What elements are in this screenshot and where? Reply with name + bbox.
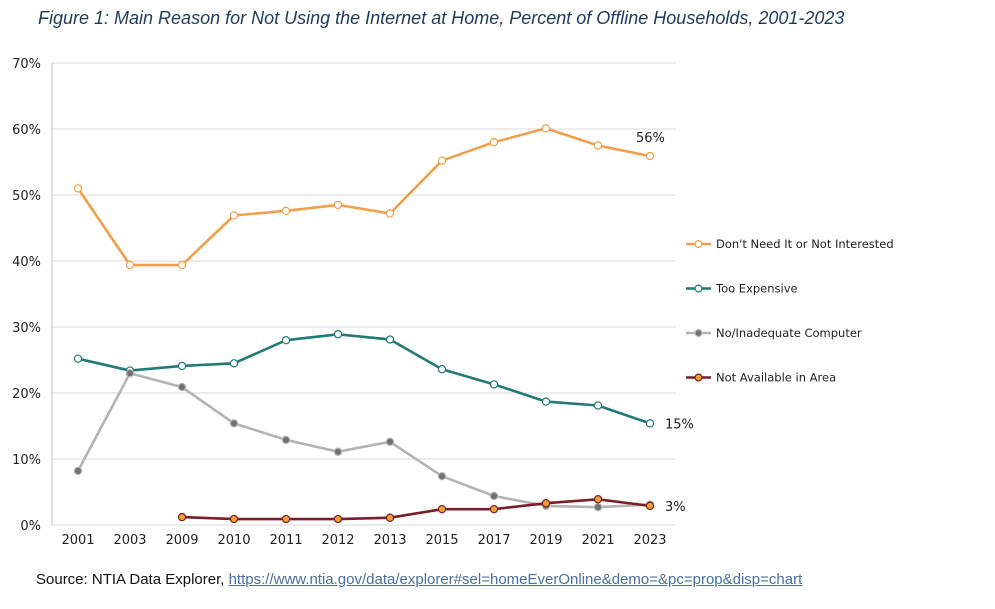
chart-title: Figure 1: Main Reason for Not Using the …: [38, 8, 845, 28]
data-labels: 56% 15% 3%: [636, 131, 694, 515]
legend-label: Not Available in Area: [716, 371, 836, 385]
x-tick-label: 2021: [581, 533, 614, 548]
x-tick-label: 2001: [61, 533, 94, 548]
data-point: [541, 499, 551, 508]
legend-swatch-marker: [694, 329, 703, 338]
data-point: [281, 336, 291, 345]
x-tick-label: 2019: [529, 533, 562, 548]
data-point: [645, 501, 655, 511]
source-note: Source: NTIA Data Explorer, https://www.…: [36, 571, 802, 588]
data-point: [541, 397, 551, 406]
data-point: [645, 151, 655, 161]
legend: Don't Need It or Not Interested Too Expen…: [686, 237, 894, 385]
data-point: [593, 502, 603, 512]
series-line: [77, 332, 651, 425]
data-point: [177, 260, 187, 270]
data-point: [437, 504, 447, 514]
y-tick-label: 40%: [12, 255, 41, 270]
data-point: [541, 124, 551, 133]
series-line: [181, 497, 651, 521]
data-point: [593, 495, 603, 504]
x-tick-label: 2023: [633, 533, 666, 548]
data-point: [437, 365, 447, 374]
x-tick-label: 2011: [269, 533, 302, 548]
x-tick-label: 2015: [425, 533, 458, 548]
data-point: [489, 137, 499, 147]
data-point: [437, 471, 447, 481]
y-tick-label: 20%: [12, 387, 41, 402]
data-point: [333, 514, 343, 524]
y-tick-label: 30%: [12, 321, 41, 336]
data-point: [385, 513, 395, 522]
y-tick-label: 60%: [12, 123, 41, 138]
legend-label: Too Expensive: [715, 282, 798, 296]
end-data-label: 3%: [665, 500, 686, 515]
y-tick-label: 0%: [20, 519, 41, 534]
legend-swatch-marker: [694, 240, 703, 249]
legend-swatch-marker: [694, 373, 703, 382]
legend-label: No/Inadequate Computer: [716, 326, 862, 340]
data-point: [593, 401, 603, 410]
data-point: [73, 466, 83, 476]
y-tick-label: 70%: [12, 57, 41, 72]
source-prefix: Source: NTIA Data Explorer,: [36, 571, 229, 588]
data-point: [489, 504, 499, 514]
data-point: [125, 369, 135, 378]
data-point: [73, 354, 83, 363]
x-axis-ticks: 2001 2003 2009 2010 2011 2012 2013 2015 2017 2019…: [61, 533, 666, 548]
data-point: [489, 380, 499, 389]
data-point: [73, 184, 83, 193]
data-point: [385, 335, 395, 344]
data-point: [229, 419, 239, 428]
data-point: [333, 200, 343, 210]
series-line: [76, 371, 651, 509]
source-link[interactable]: https://www.ntia.gov/data/explorer#sel=h…: [228, 571, 803, 588]
series-lines: [76, 127, 651, 521]
x-tick-label: 2003: [113, 533, 146, 548]
y-tick-label: 10%: [12, 453, 41, 468]
legend-swatch-marker: [694, 284, 703, 293]
data-point: [593, 141, 603, 150]
x-tick-label: 2010: [217, 533, 250, 548]
x-tick-label: 2012: [321, 533, 354, 548]
data-point: [229, 211, 239, 220]
y-axis-ticks: 0% 10% 20% 30% 40% 50% 60% 70%: [12, 57, 41, 534]
data-point: [229, 514, 239, 524]
data-point: [333, 447, 343, 456]
x-tick-label: 2009: [165, 533, 198, 548]
x-tick-label: 2017: [477, 533, 510, 548]
x-tick-label: 2013: [373, 533, 406, 548]
data-point: [177, 361, 187, 371]
data-point: [281, 435, 291, 445]
gridlines: [51, 62, 676, 526]
data-point: [437, 156, 447, 165]
data-point: [281, 514, 291, 524]
data-point: [125, 260, 135, 270]
series-points: [73, 124, 655, 524]
data-point: [385, 209, 395, 218]
end-data-label: 56%: [636, 131, 665, 146]
y-tick-label: 50%: [12, 189, 41, 204]
data-point: [177, 382, 187, 392]
data-point: [489, 491, 499, 501]
data-point: [177, 512, 187, 522]
data-point: [333, 330, 343, 339]
data-point: [645, 419, 655, 428]
legend-label: Don't Need It or Not Interested: [716, 237, 894, 251]
data-point: [281, 206, 291, 216]
data-point: [229, 359, 239, 368]
series-line: [76, 127, 651, 267]
data-point: [385, 437, 395, 447]
end-data-label: 15%: [665, 417, 694, 432]
